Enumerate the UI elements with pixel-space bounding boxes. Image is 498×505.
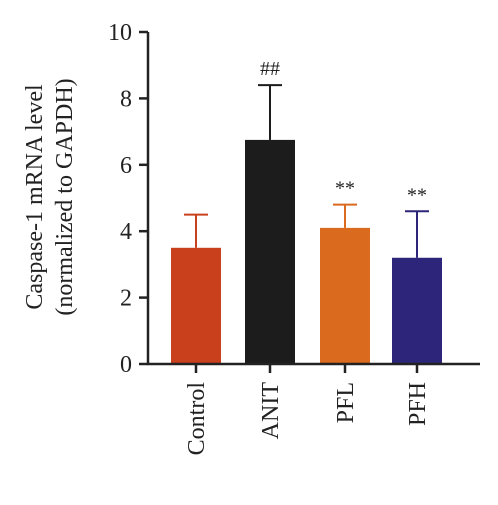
y-axis-label-line-2: (normalized to GAPDH) [52,78,78,315]
bar-pfh [392,257,442,364]
y-tick-label-0: 0 [120,352,132,378]
x-category-label-pfh: PFH [405,382,431,426]
x-category-label-pfl: PFL [333,382,359,423]
x-category-label-control: Control [184,382,210,456]
bar-control [171,247,221,364]
annotation-anit: ## [260,58,280,80]
y-axis-label: Caspase-1 mRNA level (normalized to GAPD… [22,78,78,315]
x-category-label-anit: ANIT [258,382,284,440]
bar-pfl [320,227,370,364]
plot-area: 0 2 4 6 8 10 Control ## ANIT ** PFL ** PFH [108,20,480,455]
annotation-pfh: ** [407,184,427,206]
y-tick-label-4: 8 [120,86,132,112]
y-tick-label-3: 6 [120,153,132,179]
bar-anit [245,139,295,364]
y-tick-label-5: 10 [108,20,132,46]
y-tick-label-1: 2 [120,286,132,312]
annotation-pfl: ** [335,178,355,200]
y-tick-label-2: 4 [120,219,132,245]
y-axis-label-line-1: Caspase-1 mRNA level [22,84,48,310]
